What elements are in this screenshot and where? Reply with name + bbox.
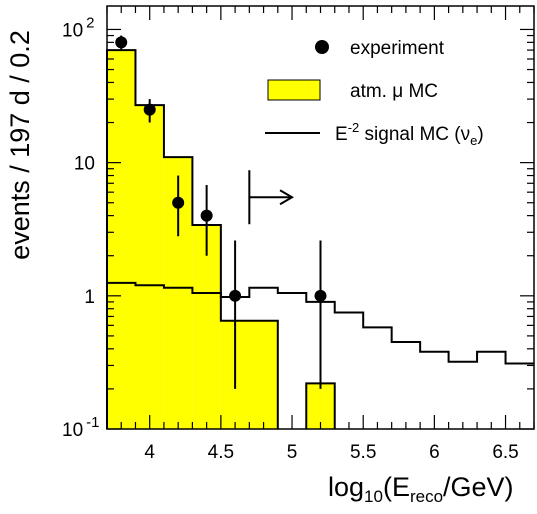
atm-mc-bar <box>192 225 221 429</box>
legend: experiment atm. μ MC E-2 signal MC (νe) <box>265 38 484 148</box>
x-tick-label: 5 <box>287 442 298 463</box>
x-tick-labels: 4 4.5 5 5.5 6 6.5 <box>144 442 518 463</box>
legend-experiment-marker <box>315 40 329 54</box>
legend-signal-label: E-2 signal MC (νe) <box>335 120 484 148</box>
y-tick-label: 1 <box>84 287 95 308</box>
atm-mc-bar <box>135 105 164 429</box>
experiment-point <box>229 289 242 302</box>
x-tick-label: 4 <box>144 442 155 463</box>
atm-mc-bar <box>220 320 278 429</box>
x-axis-label: log10(Ereco/GeV) <box>328 472 514 506</box>
axis-ticks <box>106 6 535 430</box>
x-tick-label: 4.5 <box>208 442 234 463</box>
atm-mu-mc-histogram <box>106 49 336 430</box>
experiment-point <box>115 36 128 49</box>
y-tick-labels: 10 2 10 1 10 -1 <box>62 14 99 441</box>
atm-mc-bar <box>306 383 335 429</box>
legend-atm-label: atm. μ MC <box>350 81 438 102</box>
experiment-point <box>314 289 327 302</box>
experiment-point <box>172 196 185 209</box>
y-tick-label: 10 -1 <box>62 414 99 441</box>
atm-mc-bar <box>107 50 136 430</box>
x-tick-label: 6.5 <box>492 442 518 463</box>
experiment-points <box>115 35 327 389</box>
experiment-point <box>200 209 213 222</box>
legend-experiment-label: experiment <box>350 38 445 59</box>
x-tick-label: 5.5 <box>350 442 376 463</box>
y-axis-label: events / 197 d / 0.2 <box>5 30 35 260</box>
cut-arrow <box>248 170 295 225</box>
legend-atm-swatch <box>267 79 321 101</box>
y-tick-label: 10 2 <box>62 14 94 41</box>
x-tick-label: 6 <box>429 442 440 463</box>
y-tick-label: 10 <box>74 154 95 175</box>
experiment-point <box>143 103 156 116</box>
cut-arrow-head <box>279 189 295 206</box>
